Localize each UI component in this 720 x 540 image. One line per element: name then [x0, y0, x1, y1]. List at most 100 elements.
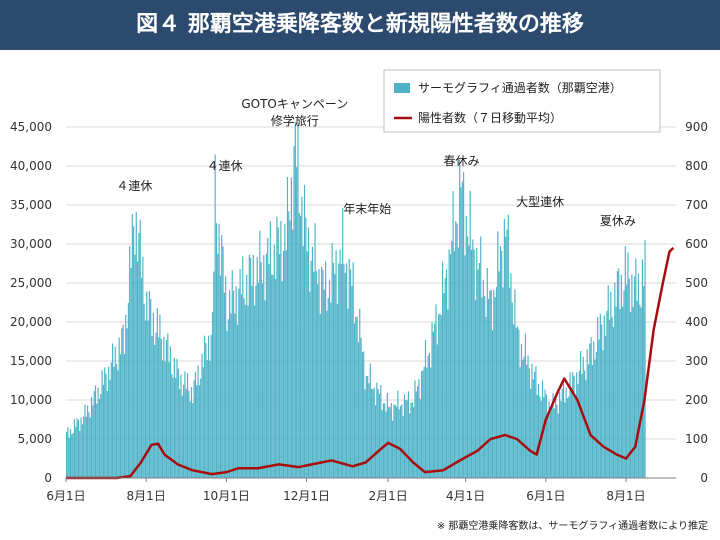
right-tick-label: 900 — [685, 120, 708, 134]
passenger-bar — [520, 343, 523, 478]
passenger-bar — [381, 410, 383, 478]
passenger-bar — [340, 264, 342, 478]
passenger-bar — [352, 262, 354, 478]
passenger-bar — [243, 298, 245, 478]
passenger-bar — [87, 405, 89, 478]
passenger-bar — [556, 404, 558, 478]
passenger-bar — [188, 390, 190, 478]
passenger-bar — [126, 328, 128, 478]
passenger-bar — [313, 271, 315, 478]
passenger-bar — [172, 377, 174, 478]
passenger-bar — [222, 246, 224, 478]
passenger-bar — [127, 302, 129, 478]
passenger-bar — [142, 256, 144, 478]
passenger-bar — [247, 305, 249, 478]
passenger-bar — [451, 241, 453, 478]
passenger-bar — [327, 298, 329, 478]
passenger-bar — [398, 409, 400, 478]
passenger-bar — [623, 290, 625, 478]
passenger-bar — [531, 363, 533, 478]
passenger-bar — [557, 413, 559, 478]
passenger-bar — [278, 253, 281, 478]
passenger-bar — [463, 172, 465, 478]
passenger-bar — [382, 403, 385, 478]
passenger-bar — [369, 363, 371, 478]
passenger-bar — [276, 216, 278, 479]
passenger-bar — [420, 371, 423, 478]
passenger-bar — [482, 279, 484, 478]
passenger-bar — [572, 372, 574, 478]
passenger-bar — [470, 249, 473, 478]
passenger-bar — [293, 146, 295, 478]
right-tick-label: 300 — [685, 354, 708, 368]
right-tick-label: 500 — [685, 276, 708, 290]
passenger-bar — [591, 365, 594, 478]
passenger-bar — [610, 291, 612, 478]
right-tick-label: 700 — [685, 198, 708, 212]
passenger-bar — [371, 388, 373, 478]
passenger-bar — [593, 341, 595, 478]
passenger-bar — [543, 396, 545, 478]
passenger-bar — [545, 394, 548, 478]
passenger-bar — [390, 402, 392, 478]
passenger-bar — [576, 372, 578, 478]
passenger-bar — [428, 352, 431, 478]
passenger-bar — [200, 378, 202, 478]
passenger-bar — [436, 344, 438, 478]
passenger-bar — [611, 317, 613, 478]
passenger-bar — [478, 263, 480, 478]
passenger-bar — [248, 254, 250, 478]
passenger-bar — [459, 159, 461, 478]
passenger-bar — [219, 275, 221, 478]
passenger-bar — [169, 346, 172, 478]
passenger-bar — [109, 379, 111, 478]
passenger-bar — [271, 274, 273, 478]
passenger-bar — [498, 271, 500, 478]
passenger-bar — [277, 227, 279, 478]
passenger-bar — [163, 336, 165, 478]
passenger-bar — [643, 286, 645, 478]
passenger-bar — [495, 286, 498, 478]
left-tick-label: 15,000 — [10, 354, 52, 368]
passenger-bar — [615, 306, 617, 478]
passenger-bar — [198, 385, 200, 478]
left-tick-label: 25,000 — [10, 276, 52, 290]
passenger-bar — [559, 391, 561, 478]
passenger-bar — [431, 322, 433, 478]
passenger-bar — [367, 375, 369, 478]
passenger-bar — [94, 385, 97, 478]
passenger-bar — [456, 223, 458, 478]
passenger-bar — [242, 256, 244, 478]
passenger-bar — [477, 269, 479, 478]
passenger-bar — [377, 389, 379, 478]
passenger-bar — [607, 285, 609, 478]
passenger-bar — [343, 264, 345, 478]
passenger-bar — [493, 289, 495, 478]
passenger-bar — [273, 244, 275, 478]
passenger-bar — [257, 282, 260, 478]
passenger-bar — [644, 240, 646, 478]
passenger-bar — [637, 273, 640, 478]
passenger-bar — [158, 337, 160, 478]
legend-entry-bars: サーモグラフィ通過者数（那覇空港） — [418, 80, 622, 95]
passenger-bar — [209, 360, 211, 478]
passenger-bar — [632, 306, 634, 478]
passenger-bar — [424, 339, 427, 478]
passenger-bar — [265, 253, 268, 478]
passenger-bar — [574, 395, 576, 478]
passenger-bar — [123, 354, 126, 478]
passenger-bar — [302, 245, 304, 478]
passenger-bar — [192, 403, 194, 478]
passenger-bar — [129, 246, 131, 478]
passenger-bar — [135, 212, 137, 478]
passenger-bar — [181, 395, 183, 478]
passenger-bar — [90, 397, 93, 478]
passenger-bar — [230, 313, 232, 478]
passenger-bar — [185, 388, 187, 478]
passenger-bar — [125, 314, 127, 478]
right-tick-label: 0 — [700, 471, 708, 485]
right-tick-label: 400 — [685, 315, 708, 329]
passenger-bar — [118, 337, 120, 478]
passenger-bar — [298, 212, 300, 478]
passenger-bar — [284, 223, 286, 478]
